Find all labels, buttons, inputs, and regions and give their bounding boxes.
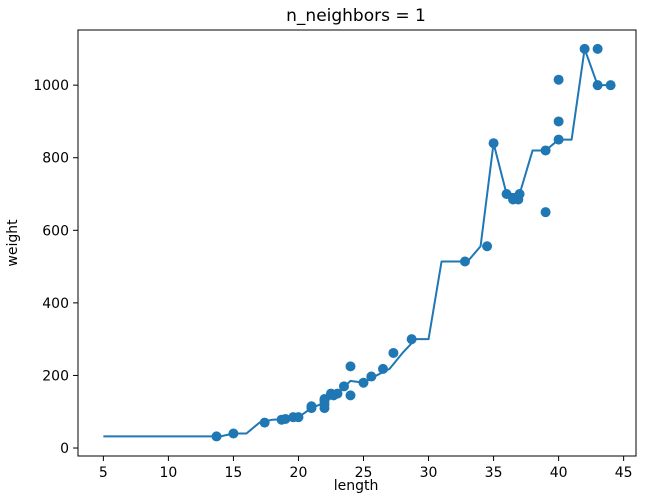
axes-frame: [77, 29, 637, 457]
data-point: [579, 43, 590, 54]
x-tick-label: 40: [550, 465, 568, 481]
data-point: [540, 145, 551, 156]
y-tick-label: 0: [60, 441, 69, 457]
x-tick-label: 25: [355, 465, 373, 481]
data-point: [605, 80, 616, 91]
x-tick-label: 10: [159, 465, 177, 481]
data-point: [459, 256, 470, 267]
data-point: [388, 347, 399, 358]
prediction-line: [103, 47, 611, 438]
x-tick-label: 5: [99, 465, 108, 481]
data-point: [259, 417, 270, 428]
y-axis-label: weight: [5, 219, 21, 267]
y-tick-label: 800: [42, 151, 69, 167]
data-point: [553, 116, 564, 127]
y-tick-label: 1000: [33, 78, 69, 94]
data-point: [293, 412, 304, 423]
data-point: [592, 80, 603, 91]
data-point: [482, 241, 493, 252]
y-axis-ticks: 0 200 400 600 800 1000: [33, 78, 78, 457]
data-point: [553, 74, 564, 85]
x-tick-label: 15: [225, 465, 243, 481]
chart-title: n_neighbors = 1: [286, 6, 426, 26]
data-point: [406, 334, 417, 345]
x-tick-label: 45: [615, 465, 633, 481]
data-point: [358, 377, 369, 388]
data-point: [306, 401, 317, 412]
plot-area: [103, 43, 616, 442]
x-tick-label: 35: [485, 465, 503, 481]
data-point: [540, 207, 551, 218]
data-point: [378, 363, 389, 374]
data-point: [345, 390, 356, 401]
data-point: [211, 431, 222, 442]
data-point: [592, 43, 603, 54]
data-point: [366, 371, 377, 382]
x-tick-label: 20: [290, 465, 308, 481]
x-tick-label: 30: [420, 465, 438, 481]
y-tick-label: 600: [42, 223, 69, 239]
data-point: [338, 381, 349, 392]
x-axis-label: length: [334, 478, 379, 494]
data-point: [332, 388, 343, 399]
y-tick-label: 200: [42, 368, 69, 384]
y-tick-label: 400: [42, 296, 69, 312]
data-point: [514, 189, 525, 200]
x-axis-ticks: 5 10 15 20 25 30 35 40 45: [99, 456, 633, 481]
data-point: [488, 138, 499, 149]
data-point: [280, 413, 291, 424]
data-point: [345, 361, 356, 372]
data-point: [228, 428, 239, 439]
data-point: [553, 134, 564, 145]
